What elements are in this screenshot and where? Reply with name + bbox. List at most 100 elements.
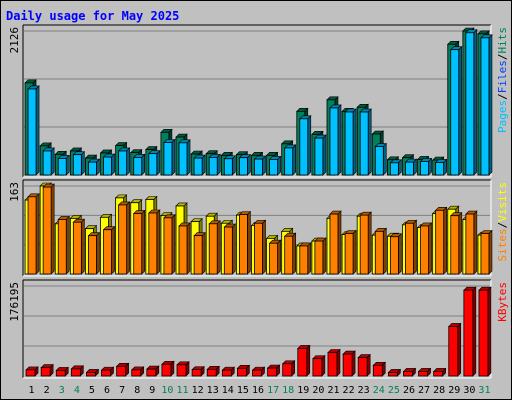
- bar-pages-side: [428, 157, 432, 176]
- bar-sites-side: [247, 210, 251, 275]
- x-tick-label: 23: [358, 385, 370, 396]
- bar-kbytes: [252, 369, 262, 377]
- bar-pages-side: [216, 153, 221, 176]
- bar-sites: [344, 233, 354, 275]
- x-tick-label: 7: [119, 385, 125, 396]
- bar-pages-side: [413, 158, 417, 176]
- bar-pages: [284, 147, 294, 176]
- bar-kbytes: [463, 289, 474, 377]
- bar-pages: [208, 156, 218, 176]
- ylabel-separator: /: [496, 93, 509, 100]
- bar-kbytes: [221, 369, 232, 377]
- ylabel-part-kbytes: KBytes: [496, 282, 509, 322]
- bar-pages: [420, 161, 429, 176]
- ymax-label-visits: 163: [8, 182, 21, 202]
- bar-pages-side: [292, 144, 296, 176]
- bar-pages-side: [488, 34, 493, 176]
- bar-pages-side: [247, 154, 251, 176]
- bar-kbytes: [70, 368, 81, 377]
- bar-sites-side: [126, 201, 130, 275]
- bar-pages: [72, 154, 82, 176]
- x-tick-label: 30: [463, 385, 475, 396]
- bar-sites-side: [141, 209, 146, 275]
- bar-kbytes: [312, 358, 323, 377]
- bar-pages-side: [352, 108, 357, 176]
- bar-pages-side: [322, 134, 327, 176]
- bar-pages-side: [443, 158, 447, 176]
- bar-kbytes: [297, 348, 308, 377]
- bar-sites: [88, 235, 97, 275]
- x-tick-label: 18: [282, 385, 294, 396]
- bar-kbytes: [237, 367, 247, 377]
- bar-pages: [178, 142, 188, 176]
- bar-pages-side: [126, 147, 130, 176]
- bar-sites-side: [367, 211, 372, 275]
- bar-pages: [223, 158, 233, 176]
- bar-kbytes-side: [321, 354, 326, 377]
- bar-kbytes-side: [336, 348, 341, 377]
- bar-kbytes: [55, 369, 66, 377]
- ylabel-separator: /: [496, 54, 509, 61]
- bar-pages: [118, 150, 128, 176]
- x-tick-label: 3: [59, 385, 65, 396]
- bar-kbytes: [282, 363, 293, 377]
- bar-pages-side: [186, 139, 191, 176]
- bar-sites-side: [65, 215, 70, 275]
- bar-pages: [374, 146, 384, 176]
- x-tick-label: 17: [267, 385, 279, 396]
- bar-pages: [329, 107, 339, 176]
- bar-sites: [57, 219, 67, 275]
- bar-pages-side: [277, 155, 281, 176]
- bar-sites: [405, 222, 414, 275]
- bar-sites-side: [111, 226, 115, 275]
- bar-sites: [103, 229, 112, 275]
- bar-kbytes-side: [487, 286, 492, 377]
- bar-sites: [178, 225, 188, 275]
- x-tick-label: 5: [89, 385, 95, 396]
- ylabel-part-pages: Pages: [496, 100, 509, 133]
- bar-sites-side: [337, 210, 342, 275]
- x-tick-label: 24: [373, 385, 385, 396]
- bar-pages: [465, 32, 475, 176]
- panel-kbytes: [23, 280, 491, 378]
- bar-pages: [359, 111, 369, 176]
- bar-pages-side: [156, 149, 161, 176]
- bar-pages: [450, 49, 460, 176]
- bar-sites: [193, 235, 203, 275]
- bar-sites: [374, 230, 384, 275]
- bar-sites-side: [443, 206, 447, 275]
- bar-pages-side: [96, 158, 100, 176]
- bar-sites: [314, 240, 324, 275]
- bar-sites-side: [428, 222, 432, 275]
- bar-kbytes: [418, 371, 428, 377]
- ylabel-separator: /: [496, 222, 509, 229]
- bar-pages: [405, 161, 414, 176]
- x-tick-label: 25: [388, 385, 400, 396]
- bar-kbytes: [342, 353, 353, 377]
- bar-sites-side: [307, 242, 312, 275]
- bar-pages-side: [201, 154, 206, 176]
- bar-pages-side: [262, 155, 266, 176]
- bar-kbytes-side: [170, 360, 175, 377]
- bar-kbytes-side: [291, 360, 295, 377]
- ylabel-hits: Pages/Files/Hits: [496, 27, 509, 133]
- bar-pages: [163, 142, 173, 176]
- x-tick-label: 6: [104, 385, 110, 396]
- bar-sites: [359, 214, 369, 275]
- bar-pages-side: [50, 147, 55, 176]
- x-tick-label: 11: [176, 385, 188, 396]
- x-tick-label: 26: [403, 385, 415, 396]
- ylabel-part-sites: Sites: [496, 228, 509, 261]
- bar-sites-side: [277, 239, 281, 275]
- bar-kbytes-side: [457, 322, 462, 377]
- bar-sites-side: [35, 193, 40, 275]
- bar-pages: [148, 153, 158, 176]
- x-tick-label: 2: [44, 385, 50, 396]
- ymax-label-kbytes: 176195: [8, 282, 21, 322]
- bar-pages-side: [111, 153, 115, 176]
- bar-sites: [299, 245, 309, 275]
- bar-sites: [163, 217, 173, 275]
- bar-pages: [27, 88, 37, 176]
- x-tick-label: 19: [297, 385, 309, 396]
